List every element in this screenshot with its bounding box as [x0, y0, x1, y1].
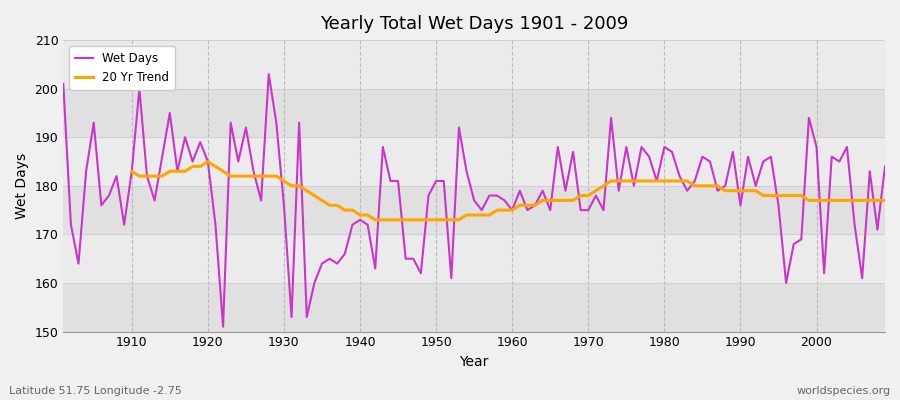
- 20 Yr Trend: [590, 188, 601, 193]
- 20 Yr Trend: [278, 178, 289, 183]
- Text: Latitude 51.75 Longitude -2.75: Latitude 51.75 Longitude -2.75: [9, 386, 182, 396]
- 20 Yr Trend: [126, 169, 137, 174]
- Wet Days: [613, 188, 624, 193]
- Wet Days: [218, 324, 229, 329]
- Title: Yearly Total Wet Days 1901 - 2009: Yearly Total Wet Days 1901 - 2009: [320, 15, 628, 33]
- Bar: [63, 137, 885, 186]
- X-axis label: Year: Year: [460, 355, 489, 369]
- Bar: [63, 186, 885, 234]
- Bar: [63, 40, 885, 89]
- Bar: [63, 283, 885, 332]
- Wet Days: [302, 315, 312, 320]
- Wet Days: [58, 82, 68, 86]
- 20 Yr Trend: [879, 198, 890, 203]
- Line: 20 Yr Trend: 20 Yr Trend: [131, 162, 885, 220]
- 20 Yr Trend: [834, 198, 845, 203]
- Wet Days: [264, 72, 274, 76]
- Line: Wet Days: Wet Days: [63, 74, 885, 327]
- Text: worldspecies.org: worldspecies.org: [796, 386, 891, 396]
- Bar: [63, 234, 885, 283]
- 20 Yr Trend: [309, 193, 320, 198]
- Wet Days: [119, 222, 130, 227]
- Wet Days: [522, 208, 533, 212]
- Bar: [63, 89, 885, 137]
- 20 Yr Trend: [529, 203, 540, 208]
- 20 Yr Trend: [202, 159, 213, 164]
- 20 Yr Trend: [370, 218, 381, 222]
- Wet Days: [347, 222, 358, 227]
- Legend: Wet Days, 20 Yr Trend: Wet Days, 20 Yr Trend: [69, 46, 176, 90]
- 20 Yr Trend: [857, 198, 868, 203]
- Wet Days: [879, 164, 890, 169]
- Y-axis label: Wet Days: Wet Days: [15, 153, 29, 219]
- Wet Days: [515, 188, 526, 193]
